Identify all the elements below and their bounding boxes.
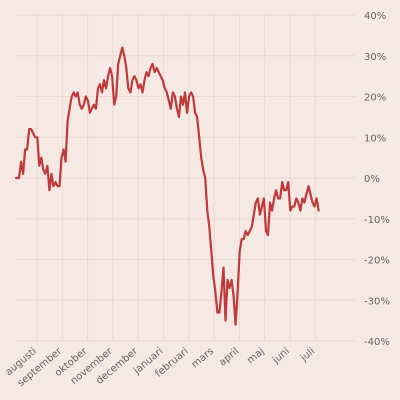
y-tick-label: -20% [364,256,390,267]
y-axis-ticks: 40% 30% 20% 10% 0% -10% -20% -30% -40% [364,11,390,348]
y-tick-label: -40% [364,337,390,348]
x-tick-label: maj [245,346,266,366]
y-tick-label: -30% [364,296,390,307]
y-tick-label: 30% [364,52,386,63]
x-tick-label: april [217,346,241,369]
y-tick-label: 0% [364,174,380,185]
x-tick-label: juni [270,346,292,367]
y-tick-label: 20% [364,93,386,104]
gridlines [16,14,355,342]
x-tick-label: juli [298,346,317,365]
series-layer [14,46,320,326]
y-tick-label: 40% [364,11,386,22]
x-tick-label: mars [190,346,216,371]
x-axis-ticks: augustiseptemberoktobernovemberdecemberj… [3,345,317,389]
y-tick-label: -10% [364,215,390,226]
y-tick-label: 10% [364,133,386,144]
series-line [14,46,320,326]
